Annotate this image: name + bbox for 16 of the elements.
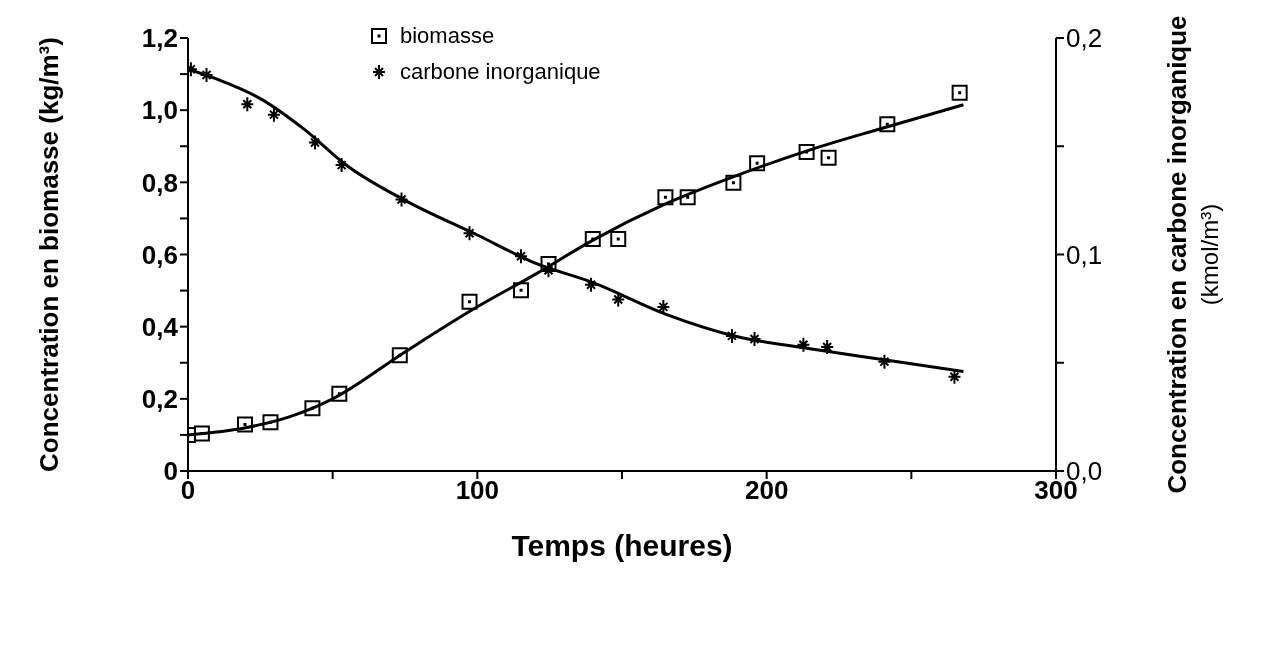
y-tick-label: 0,6 (141, 239, 178, 270)
x-axis-title: Temps (heures) (511, 529, 733, 562)
y-tick-label: 1,0 (141, 95, 178, 126)
y2-axis-title: Concentration en carbone inorganique (kmol/m³) (1162, 15, 1223, 494)
y2-tick-label: 0,1 (1066, 239, 1103, 270)
y-tick-label: 1,2 (141, 23, 178, 54)
legend-label: carbone inorganique (400, 58, 601, 86)
y-tick-label: 0,8 (141, 167, 178, 198)
y-axis-title: Concentration en biomasse (kg/m³) (34, 37, 64, 472)
legend-label: biomasse (400, 22, 495, 50)
y-tick-label: 0,2 (141, 384, 178, 415)
y2-tick-label: 0,2 (1066, 23, 1103, 54)
y-tick-label: 0,4 (141, 311, 179, 342)
x-tick-label: 200 (744, 475, 789, 506)
x-tick-label: 100 (455, 475, 500, 506)
y-tick-label: 0 (163, 456, 178, 487)
